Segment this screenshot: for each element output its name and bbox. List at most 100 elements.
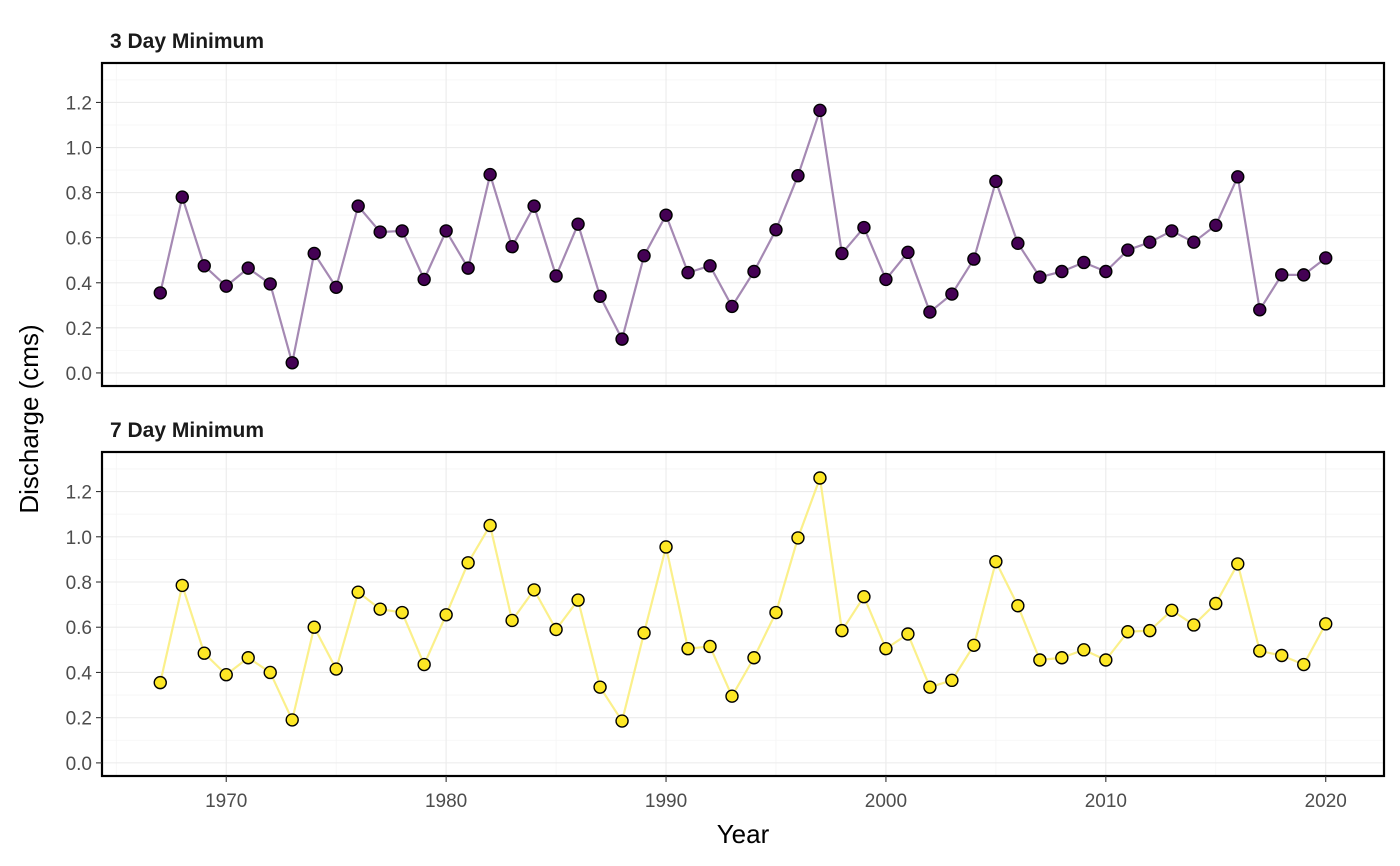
data-point bbox=[285, 356, 299, 370]
data-point bbox=[791, 531, 805, 545]
series-7-day-minimum bbox=[153, 471, 1333, 728]
data-point bbox=[219, 668, 233, 682]
y-tick-label: 0.6 bbox=[66, 618, 92, 639]
data-point bbox=[703, 259, 717, 273]
x-axis-title: Year bbox=[717, 819, 770, 849]
y-tick-label: 0.4 bbox=[66, 274, 93, 295]
data-point bbox=[1143, 623, 1157, 638]
data-point bbox=[989, 554, 1003, 569]
data-point bbox=[637, 249, 651, 263]
data-point bbox=[681, 265, 695, 280]
y-axis: 0.0 0.2 0.4 0.6 0.8 1.0 1.2 bbox=[66, 93, 102, 385]
data-point bbox=[1275, 268, 1289, 282]
data-point bbox=[659, 540, 673, 554]
data-point bbox=[351, 585, 365, 599]
data-point bbox=[439, 608, 453, 622]
data-point bbox=[483, 167, 497, 182]
y-tick-label: 0.2 bbox=[66, 709, 92, 730]
panel-grid bbox=[102, 452, 1384, 776]
data-point bbox=[1121, 243, 1135, 257]
data-point bbox=[329, 280, 343, 294]
data-point bbox=[659, 208, 673, 222]
data-point bbox=[813, 471, 827, 485]
data-point bbox=[615, 714, 629, 728]
data-point bbox=[703, 639, 717, 654]
y-tick-label: 0.6 bbox=[66, 229, 92, 250]
data-point bbox=[989, 174, 1003, 189]
data-point bbox=[175, 190, 189, 204]
data-point bbox=[879, 272, 893, 287]
data-point bbox=[923, 305, 937, 319]
data-point bbox=[329, 662, 343, 676]
data-point bbox=[417, 657, 431, 672]
data-point bbox=[285, 713, 299, 727]
data-point bbox=[857, 590, 871, 604]
data-point bbox=[1055, 264, 1069, 279]
data-point bbox=[571, 593, 585, 607]
data-point bbox=[1209, 218, 1223, 232]
data-point bbox=[307, 620, 321, 634]
data-point bbox=[417, 272, 431, 287]
data-point bbox=[395, 605, 409, 620]
x-axis: 1970 1980 1990 2000 2010 2020 bbox=[205, 776, 1347, 812]
data-point bbox=[1143, 235, 1157, 249]
data-point bbox=[461, 261, 475, 275]
data-point bbox=[1209, 596, 1223, 611]
data-point bbox=[219, 279, 233, 293]
data-point bbox=[197, 646, 211, 660]
data-point bbox=[1165, 603, 1179, 617]
data-point bbox=[373, 225, 387, 239]
data-point bbox=[395, 224, 409, 238]
data-point bbox=[175, 578, 189, 593]
data-point bbox=[1099, 653, 1113, 667]
y-tick-label: 0.0 bbox=[66, 364, 92, 385]
y-tick-label: 0.4 bbox=[66, 663, 93, 684]
x-tick-label: 2010 bbox=[1085, 791, 1127, 812]
data-point bbox=[857, 220, 871, 235]
data-point bbox=[1187, 618, 1201, 632]
data-point bbox=[1011, 599, 1025, 613]
panel-title-3-day-minimum: 3 Day Minimum bbox=[110, 30, 264, 53]
data-point bbox=[791, 168, 805, 183]
data-point bbox=[1231, 170, 1245, 184]
panel-title-7-day-minimum: 7 Day Minimum bbox=[110, 419, 264, 442]
data-point bbox=[1319, 617, 1333, 631]
y-tick-label: 1.2 bbox=[66, 483, 92, 504]
data-point bbox=[747, 264, 761, 279]
data-point bbox=[747, 651, 761, 665]
data-point bbox=[197, 259, 211, 273]
data-point bbox=[879, 642, 893, 656]
x-tick-label: 2020 bbox=[1305, 791, 1347, 812]
data-point bbox=[769, 223, 783, 237]
y-axis-title: Discharge (cms) bbox=[14, 324, 44, 513]
data-point bbox=[901, 245, 915, 260]
data-point bbox=[373, 602, 387, 616]
data-point bbox=[351, 199, 365, 213]
data-point bbox=[835, 623, 849, 638]
data-point bbox=[923, 680, 937, 694]
data-point bbox=[483, 518, 497, 533]
x-tick-label: 1980 bbox=[425, 791, 467, 812]
data-point bbox=[1253, 303, 1267, 317]
data-point bbox=[835, 246, 849, 261]
y-tick-label: 1.2 bbox=[66, 93, 92, 114]
y-tick-label: 0.8 bbox=[66, 184, 92, 205]
data-point bbox=[307, 246, 321, 261]
data-point bbox=[901, 627, 915, 641]
data-point bbox=[241, 651, 255, 665]
data-point bbox=[263, 665, 277, 680]
data-point bbox=[1297, 657, 1311, 672]
data-point bbox=[1033, 270, 1047, 284]
data-point bbox=[1099, 264, 1113, 279]
series-3-day-minimum bbox=[153, 103, 1333, 370]
data-point bbox=[769, 605, 783, 620]
data-point bbox=[571, 217, 585, 231]
panel-3-day-minimum: 3 Day Minimum 0.0 0.2 0.4 0.6 0.8 1.0 1.2 bbox=[66, 30, 1386, 388]
data-point bbox=[461, 556, 475, 570]
data-point bbox=[549, 622, 563, 637]
data-point bbox=[1253, 644, 1267, 658]
y-tick-label: 0.2 bbox=[66, 319, 92, 340]
data-point bbox=[153, 675, 167, 690]
